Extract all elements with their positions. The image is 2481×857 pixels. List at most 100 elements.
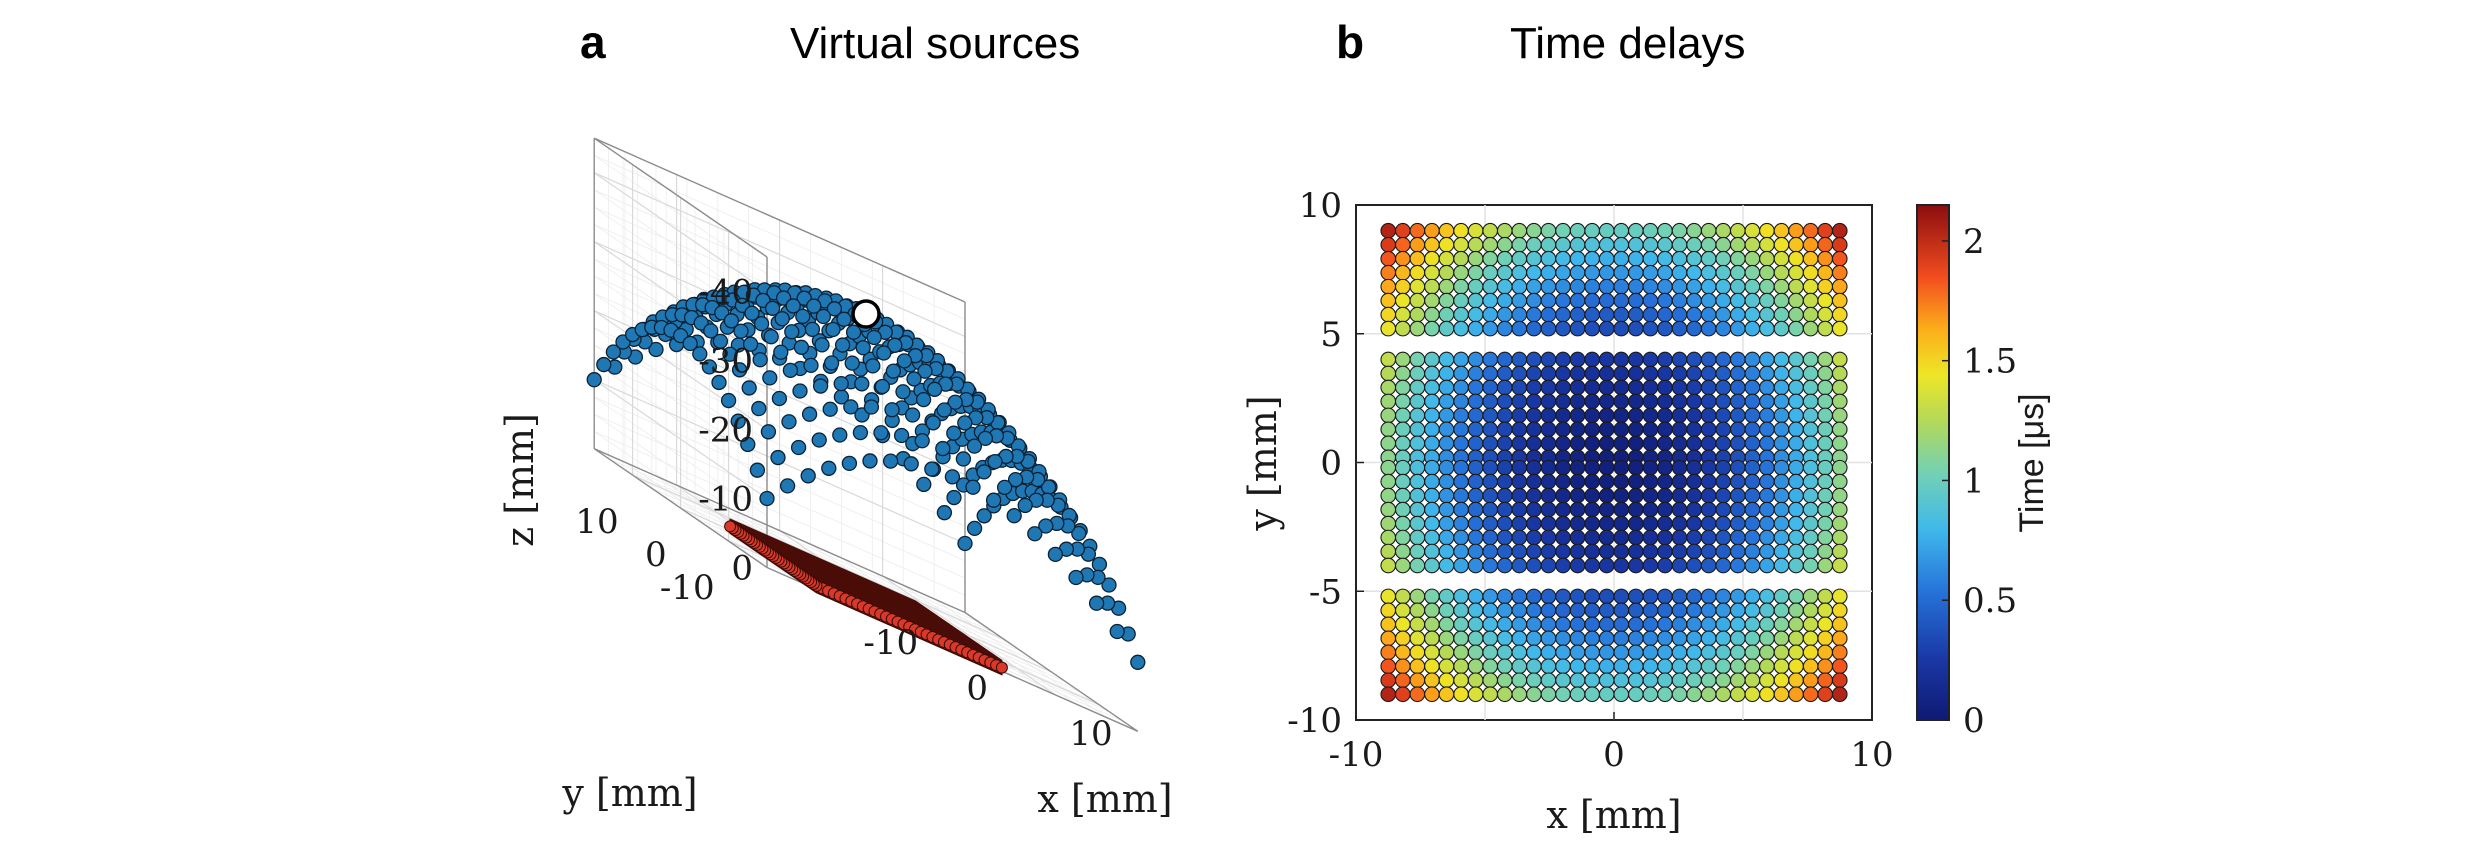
virtual-source-point: [887, 337, 903, 353]
element-delay-point: [1657, 320, 1673, 337]
element-delay-point: [1467, 672, 1484, 689]
element-delay-point: [1584, 473, 1600, 490]
element-delay-point: [1788, 459, 1804, 476]
element-delay-point: [1715, 588, 1732, 605]
array-element-line: [765, 543, 951, 626]
element-delay-point: [1598, 278, 1615, 295]
element-delay-point: [1686, 407, 1702, 424]
element-delay-point: [1453, 264, 1469, 281]
element-delay-point: [1788, 292, 1804, 309]
element-delay-point: [1394, 459, 1411, 476]
element-delay-point: [1700, 543, 1717, 560]
element-delay-point: [1831, 672, 1848, 689]
element-delay-point: [1628, 658, 1644, 675]
element-delay-point: [1540, 658, 1557, 675]
element-delay-point: [1540, 630, 1557, 647]
element-delay-point: [1817, 236, 1834, 253]
element-delay-point: [1671, 501, 1688, 518]
element-delay-point: [1715, 435, 1732, 452]
element-delay-point: [1671, 630, 1688, 647]
element-delay-point: [1715, 557, 1732, 574]
element-delay-point: [1773, 292, 1790, 309]
virtual-source-point: [996, 479, 1013, 496]
element-delay-point: [1802, 365, 1819, 382]
element-delay-point: [1424, 557, 1440, 574]
element-delay-point: [1438, 250, 1455, 267]
element-delay-point: [1540, 473, 1557, 490]
virtual-source-point: [915, 391, 932, 408]
element-delay-point: [1715, 616, 1732, 633]
element-delay-point: [1424, 672, 1440, 689]
element-delay-point: [1598, 473, 1615, 490]
element-delay-point: [1453, 588, 1469, 605]
element-delay-point: [1526, 686, 1542, 703]
element-delay-point: [1686, 292, 1702, 309]
element-delay-point: [1715, 393, 1732, 410]
array-element-line: [805, 570, 992, 654]
virtual-source-point: [804, 321, 821, 337]
element-delay-point: [1424, 515, 1440, 532]
virtual-source-point: [904, 407, 921, 423]
element-delay-point: [1759, 588, 1775, 605]
element-delay-point: [1715, 421, 1732, 438]
element-delay-point: [1424, 435, 1440, 452]
element-delay-point: [1700, 686, 1717, 703]
element-delay-point: [1628, 515, 1644, 532]
element-delay-point: [1831, 644, 1848, 661]
element-delay-point: [1715, 407, 1732, 424]
axis-edge: [593, 448, 768, 569]
element-delay-point: [1729, 658, 1746, 675]
element-delay-point: [1642, 250, 1659, 267]
element-delay-point: [1394, 529, 1411, 546]
virtual-source-point: [852, 424, 869, 441]
element-delay-point: [1628, 686, 1644, 703]
array-element-line: [786, 557, 973, 641]
element-delay-point: [1453, 529, 1469, 546]
element-delay-point: [1409, 379, 1426, 396]
element-delay-point: [1511, 250, 1528, 267]
element-delay-point: [1671, 393, 1688, 410]
element-delay-point: [1802, 588, 1819, 605]
element-delay-point: [1802, 306, 1819, 323]
element-delay-point: [1642, 379, 1659, 396]
element-delay-point: [1569, 644, 1586, 661]
element-delay-point: [1686, 236, 1702, 253]
element-delay-point: [1773, 379, 1790, 396]
element-delay-point: [1802, 407, 1819, 424]
virtual-source-point: [1007, 472, 1024, 488]
element-delay-point: [1642, 473, 1659, 490]
element-delay-point: [1584, 435, 1600, 452]
virtual-source-point: [811, 432, 827, 448]
element-delay-point: [1729, 686, 1746, 703]
element-delay-point: [1438, 264, 1455, 281]
element-delay-point: [1380, 278, 1397, 295]
element-delay-point: [1642, 292, 1659, 309]
element-delay-point: [1759, 393, 1775, 410]
element-delay-point: [1642, 222, 1659, 239]
virtual-source-point: [1017, 497, 1033, 514]
element-delay-point: [1394, 630, 1411, 647]
element-delay-point: [1453, 393, 1469, 410]
element-delay-point: [1744, 264, 1761, 281]
element-delay-point: [1569, 686, 1586, 703]
virtual-source-point: [795, 308, 811, 325]
element-delay-point: [1817, 588, 1834, 605]
element-delay-point: [1482, 379, 1499, 396]
element-delay-point: [1773, 306, 1790, 323]
element-delay-point: [1409, 529, 1426, 546]
element-delay-point: [1759, 644, 1775, 661]
virtual-source-point: [815, 308, 832, 325]
element-delay-point: [1584, 501, 1600, 518]
element-delay-point: [1467, 501, 1484, 518]
virtual-source-point: [895, 384, 911, 400]
element-delay-point: [1831, 421, 1848, 438]
element-delay-point: [1671, 515, 1688, 532]
element-delay-point: [1424, 616, 1440, 633]
element-delay-point: [1613, 644, 1630, 661]
virtual-source-point: [1101, 577, 1117, 593]
element-delay-point: [1729, 351, 1746, 368]
element-delay-point: [1438, 501, 1455, 518]
element-delay-point: [1628, 435, 1644, 452]
element-delay-point: [1759, 320, 1775, 337]
